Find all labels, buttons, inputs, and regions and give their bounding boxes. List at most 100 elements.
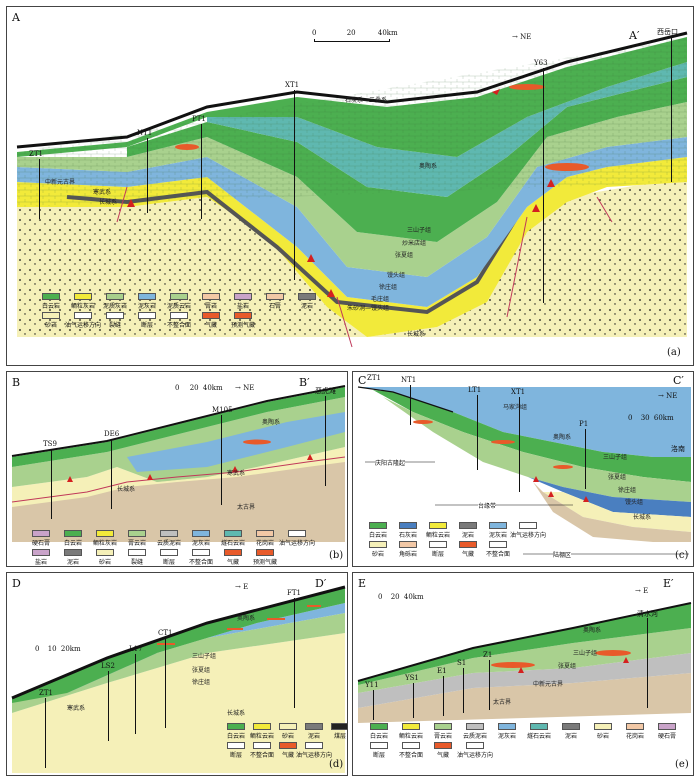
formation-label: 长城系 (633, 514, 652, 521)
panel-b-section (11, 385, 346, 542)
legend-label: 气藏 (281, 752, 294, 759)
formation-label: 马家沟组 (503, 404, 528, 411)
layer-yellow (543, 492, 691, 532)
well-label: ZT1 (39, 689, 53, 697)
section-start-label: A (12, 11, 20, 24)
legend-label: 硬石膏 (31, 540, 50, 547)
well-line (463, 668, 464, 713)
legend-swatch (279, 742, 297, 749)
legend-label: 盐岩 (236, 303, 249, 310)
legend-swatch (489, 541, 507, 548)
formation-label: 三山子组 (192, 653, 217, 660)
legend-swatch (74, 293, 92, 300)
well-line (108, 671, 109, 741)
scale-max: 40km (202, 384, 223, 392)
layer-light (383, 397, 691, 502)
legend-item: 盐岩 (27, 549, 55, 566)
legend-label: 油气运移方向 (510, 532, 547, 539)
layer-sand (12, 633, 345, 773)
well-label: PT1 (192, 115, 206, 123)
direction-label: NE (520, 33, 532, 41)
well-line (39, 159, 40, 219)
legend: 硬石膏 白云岩 鲕粒灰岩 膏云岩 云质泥岩 泥灰岩 燧石云岩 花岗岩 油气运移方向 盐岩 泥岩 砂岩 裂… (27, 530, 315, 566)
well-line (373, 690, 374, 720)
legend-label: 白云岩 (369, 733, 388, 740)
formation-label: 馒头组 (625, 499, 644, 506)
well-label: NT1 (137, 129, 153, 137)
well-line (647, 618, 648, 708)
zone-label: 庆阳古隆起 (375, 458, 406, 467)
legend-label: 油气运移方向 (296, 752, 333, 759)
direction-indicator: → NE (235, 384, 255, 392)
legend-swatch (106, 312, 124, 319)
layer-light (358, 628, 691, 693)
section-start-label: D (12, 577, 21, 590)
scale-mid: 10 (47, 645, 57, 653)
legend-label: 预测气藏 (252, 559, 277, 566)
formation-label: 徐庄组 (379, 284, 398, 291)
gas-pool (175, 144, 199, 150)
legend-swatch (658, 723, 676, 730)
well-line (135, 654, 136, 734)
legend-label: 白云岩 (368, 532, 387, 539)
direction-indicator: → E (235, 583, 249, 591)
legend-swatch (96, 549, 114, 556)
legend-item: 裂缝 (123, 549, 151, 566)
migration-arrow (518, 657, 629, 673)
panel-a: A A′ (a) 0 20 40km → NE ZT1 NT1 PT1 XT1 … (6, 6, 694, 366)
surface-line (357, 386, 454, 413)
legend-item: 砂岩 (277, 723, 299, 740)
legend-swatch (64, 530, 82, 537)
panel-d: D D′ (d) 0 10 20km → E ZT1 LS2 L17 CT1 F… (6, 572, 348, 776)
section-end-label: D′ (315, 577, 327, 590)
legend-item: 石灰岩 (395, 522, 421, 539)
legend-item: 角砾岩 (395, 541, 421, 558)
legend-item: 膏云岩 (123, 530, 151, 547)
legend-item: 泥灰岩 (485, 522, 511, 539)
legend-item: 花岗岩 (621, 723, 649, 740)
formation-label: 中新元古界 (45, 179, 76, 186)
legend-label: 泥灰岩 (497, 733, 516, 740)
well-label: 西岳口 (657, 28, 678, 36)
legend-label: 油气运移方向 (279, 540, 316, 547)
legend-item: 膏云岩 (429, 723, 457, 740)
formation-label: 长城系 (99, 199, 118, 206)
legend-label: 石膏 (268, 303, 281, 310)
legend-label: 泥灰岩 (488, 532, 507, 539)
legend-item: 泥岩 (455, 522, 481, 539)
legend-item: 断层 (225, 742, 247, 759)
legend-swatch (32, 549, 50, 556)
panel-id: (d) (329, 759, 344, 770)
well-label: NT1 (401, 376, 417, 384)
legend-swatch (562, 723, 580, 730)
panel-c: C C′ (c) 0 30 60km → NE ZT1 NT1 LT1 XT1 … (352, 371, 694, 567)
legend-item: 砂岩 (37, 312, 65, 329)
legend-item: 石膏 (261, 293, 289, 310)
formation-label: 长城系 (117, 486, 136, 493)
legend-swatch (498, 723, 516, 730)
legend-item: 盐岩 (229, 293, 257, 310)
legend-item: 云质泥岩 (461, 723, 489, 740)
legend-item: 不整合面 (485, 541, 511, 558)
formation-label: 朱砂洞—馒头组 (347, 305, 390, 312)
legend-item: 气藏 (219, 549, 247, 566)
legend-swatch (202, 312, 220, 319)
legend-swatch (266, 293, 284, 300)
formation-label: 寒武系 (67, 705, 86, 712)
legend-item: 泥岩 (557, 723, 585, 740)
scale-mid: 30 (640, 414, 650, 422)
legend-swatch (288, 530, 306, 537)
legend-item: 鲕粒灰岩 (91, 530, 119, 547)
legend-item: 泥灰岩 (133, 293, 161, 310)
well-label: Y63 (534, 59, 548, 67)
direction-label: E (643, 587, 649, 595)
legend-label: 断层 (431, 551, 444, 558)
legend-swatch (369, 522, 387, 529)
legend-label: 泥灰岩 (191, 540, 210, 547)
scale-bar: 0 20 40km (312, 29, 398, 37)
legend-label: 砂岩 (596, 733, 609, 740)
legend-swatch (234, 293, 252, 300)
well-line (111, 439, 112, 509)
legend-label: 云质泥岩 (462, 733, 487, 740)
legend-label: 白云岩 (226, 733, 245, 740)
